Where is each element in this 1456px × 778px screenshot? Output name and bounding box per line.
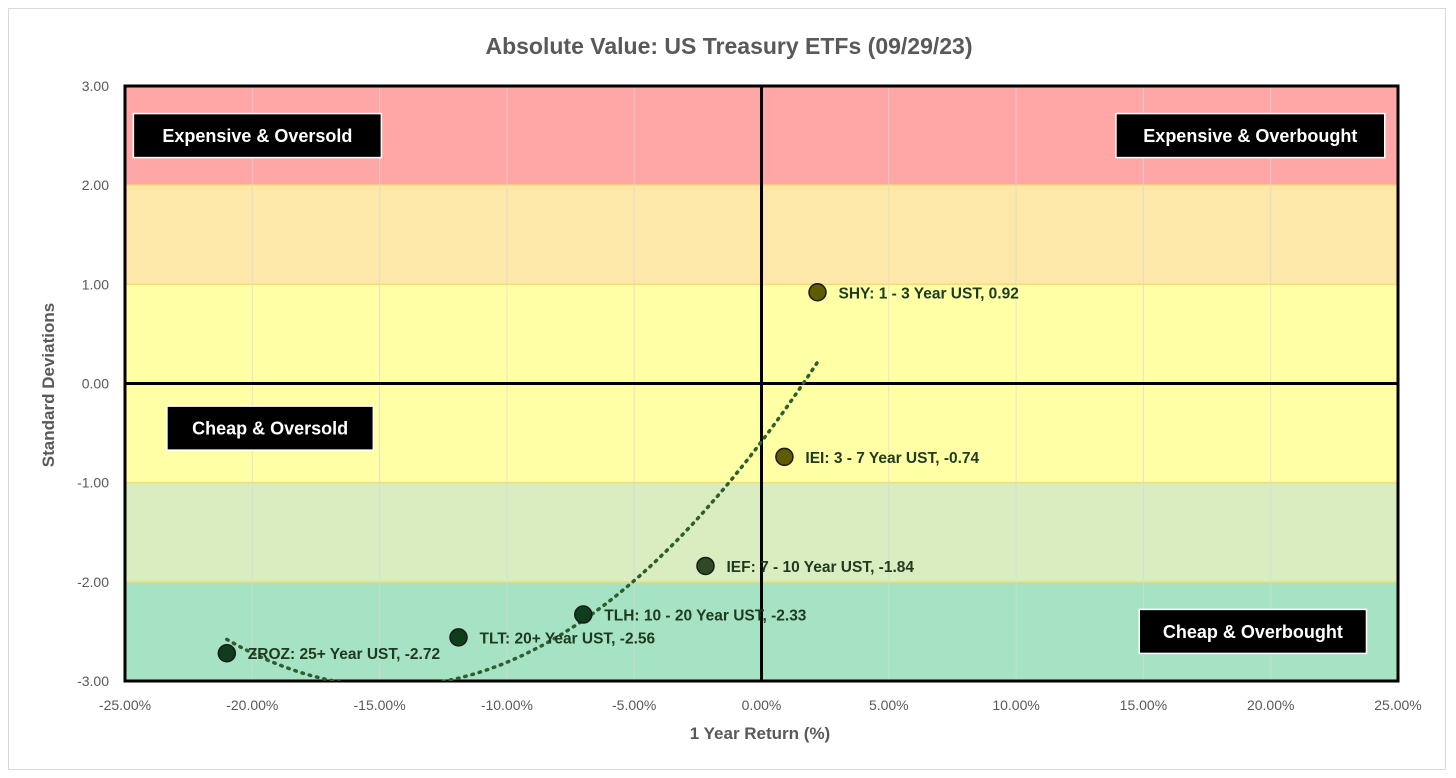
- point-label-zroz: ZROZ: 25+ Year UST, -2.72: [248, 646, 440, 663]
- x-tick-label: 15.00%: [1120, 697, 1167, 713]
- y-tick-label: -2.00: [77, 574, 109, 590]
- x-tick-label: 0.00%: [742, 697, 782, 713]
- y-tick-label: 1.00: [82, 276, 109, 292]
- x-axis-label: 1 Year Return (%): [690, 724, 830, 743]
- point-ief: [696, 556, 715, 576]
- x-tick-label: 10.00%: [992, 697, 1039, 713]
- point-label-iei: IEI: 3 - 7 Year UST, -0.74: [805, 450, 979, 467]
- quadrant-label-3: Cheap & Overbought: [1138, 608, 1368, 655]
- x-tick-label: -15.00%: [354, 697, 406, 713]
- y-tick-label: 3.00: [82, 78, 109, 94]
- quadrant-label-box: [1138, 608, 1368, 655]
- quadrant-label-box: [166, 405, 375, 451]
- point-tlh: [574, 605, 593, 624]
- quadrant-label-1: Expensive & Overbought: [1115, 112, 1386, 159]
- data-points: [217, 283, 827, 663]
- quadrant-label-0: Expensive & Oversold: [132, 112, 383, 159]
- point-zroz: [217, 643, 237, 663]
- quadrant-label-text: Expensive & Oversold: [162, 126, 352, 146]
- y-tick-label: 0.00: [82, 376, 109, 392]
- quadrant-label-2: Cheap & Oversold: [166, 405, 375, 451]
- y-tick-label: 2.00: [82, 177, 109, 193]
- point-labels: SHY: 1 - 3 Year UST, 0.92 IEI: 3 - 7 Year…: [248, 285, 1019, 663]
- x-tick-label: 5.00%: [869, 697, 909, 713]
- y-tick-labels: 3.00 2.00 1.00 0.00 -1.00 -2.00 -3.00: [77, 78, 109, 689]
- point-label-ief: IEF: 7 - 10 Year UST, -1.84: [726, 559, 914, 576]
- y-axis-label: Standard Deviations: [39, 303, 58, 467]
- trendline-group: [225, 360, 820, 681]
- x-tick-labels: -25.00% -20.00% -15.00% -10.00% -5.00% 0.00% 5…: [99, 697, 1422, 713]
- quadrant-label-text: Expensive & Overbought: [1143, 126, 1357, 146]
- x-tick-label: 20.00%: [1247, 697, 1294, 713]
- point-label-tlh: TLH: 10 - 20 Year UST, -2.33: [604, 608, 807, 625]
- chart-frame: SHY: 1 - 3 Year UST, 0.92 IEI: 3 - 7 Year…: [8, 8, 1446, 770]
- chart-title: Absolute Value: US Treasury ETFs (09/29/…: [485, 33, 972, 59]
- x-tick-label: -25.00%: [99, 697, 151, 713]
- x-tick-label: -5.00%: [612, 697, 656, 713]
- x-tick-label: -10.00%: [481, 697, 533, 713]
- y-tick-label: -3.00: [77, 673, 109, 689]
- y-tick-label: -1.00: [77, 475, 109, 491]
- quadrant-labels: Expensive & Oversold Expensive & Overboug…: [132, 112, 1386, 655]
- quadrant-label-box: [132, 112, 383, 159]
- point-tlt: [449, 628, 468, 647]
- quadrant-axes: [123, 84, 1400, 683]
- x-tick-label: 25.00%: [1374, 697, 1421, 713]
- x-tick-label: -20.00%: [226, 697, 278, 713]
- quadrant-label-box: [1115, 112, 1386, 159]
- quadrant-label-text: Cheap & Overbought: [1163, 622, 1343, 642]
- point-shy: [808, 283, 827, 302]
- point-iei: [775, 447, 794, 467]
- scatter-chart: SHY: 1 - 3 Year UST, 0.92 IEI: 3 - 7 Year…: [39, 33, 1422, 743]
- quadrant-label-text: Cheap & Oversold: [192, 419, 348, 439]
- point-label-tlt: TLT: 20+ Year UST, -2.56: [480, 630, 656, 647]
- trendline: [225, 360, 820, 681]
- point-label-shy: SHY: 1 - 3 Year UST, 0.92: [839, 285, 1019, 302]
